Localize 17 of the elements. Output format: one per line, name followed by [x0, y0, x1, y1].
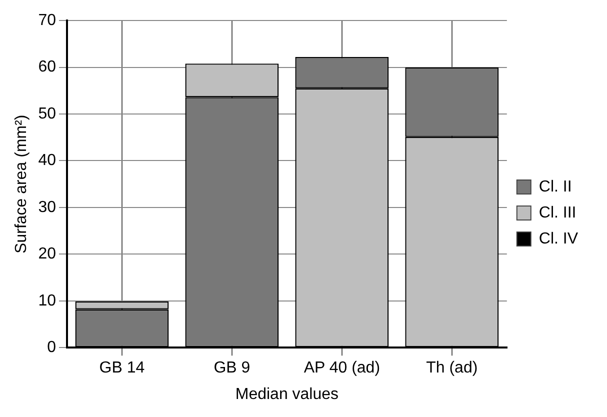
x-tick-label: GB 9 — [214, 360, 250, 377]
x-tick-label: GB 14 — [99, 360, 145, 377]
y-tick-label: 30 — [38, 198, 56, 216]
y-axis-title: Surface area (mm²) — [13, 114, 30, 254]
x-tick-label: AP 40 (ad) — [304, 360, 380, 377]
legend-label: Cl. II — [538, 178, 572, 196]
x-axis-title: Median values — [235, 386, 339, 403]
y-tick-label: 70 — [38, 12, 56, 30]
y-tick-label: 60 — [38, 58, 56, 76]
x-tick-label: Th (ad) — [426, 360, 478, 377]
y-tick-label: 0 — [47, 339, 56, 356]
legend-label: Cl. III — [538, 204, 576, 222]
y-tick-label: 20 — [38, 246, 56, 263]
y-tick-label: 10 — [38, 292, 56, 310]
y-tick-label: 50 — [38, 105, 56, 122]
y-tick-label: 40 — [38, 152, 56, 170]
legend-label: Cl. IV — [538, 230, 578, 248]
